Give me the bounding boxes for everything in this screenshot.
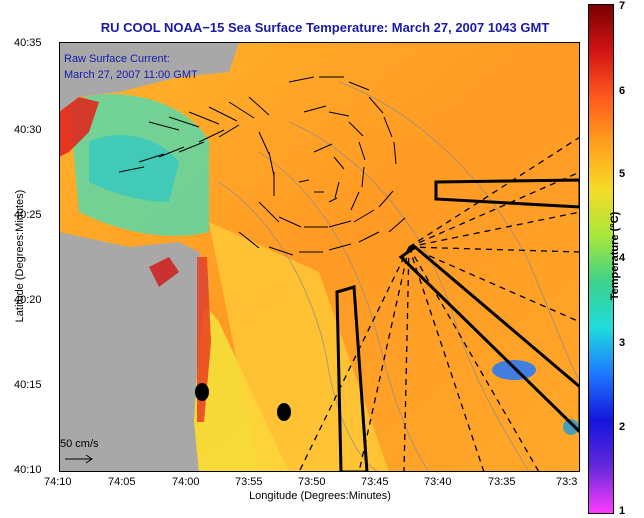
scale-arrow-icon — [65, 454, 93, 464]
x-tick: 73:45 — [361, 476, 389, 488]
y-tick: 40:30 — [14, 124, 42, 136]
colorbar-tick: 5 — [619, 168, 626, 180]
y-axis-label: Latitude (Degrees:Minutes) — [14, 189, 26, 323]
y-tick: 40:25 — [14, 209, 42, 221]
station-marker — [277, 403, 291, 421]
x-tick: 74:10 — [44, 476, 72, 488]
colorbar-tick: 6 — [619, 85, 626, 97]
x-tick: 73:50 — [298, 476, 326, 488]
radar-beam-lines — [298, 136, 580, 472]
x-tick: 73:35 — [488, 476, 516, 488]
land-west — [59, 232, 209, 472]
colorbar-label: Temperature (°C) — [609, 211, 621, 301]
colorbar-tick: 7 — [619, 0, 626, 12]
scale-label: 50 cm/s — [60, 438, 99, 450]
temperature-colorbar — [588, 4, 614, 514]
y-tick: 40:15 — [14, 379, 42, 391]
map-title: RU COOL NOAA−15 Sea Surface Temperature:… — [100, 20, 550, 35]
surface-current-vectors — [118, 76, 406, 256]
land-north — [59, 42, 239, 112]
colorbar-tick: 2 — [619, 421, 626, 433]
y-tick: 40:35 — [14, 37, 42, 49]
y-tick: 40:10 — [14, 464, 42, 476]
sst-map — [59, 42, 580, 472]
colorbar-tick: 1 — [619, 505, 626, 517]
x-tick: 74:05 — [108, 476, 136, 488]
x-axis-label: Longitude (Degrees:Minutes) — [249, 490, 391, 502]
legend-current-label: Raw Surface Current: — [64, 53, 170, 65]
station-marker — [195, 383, 209, 401]
colorbar-tick: 4 — [619, 252, 626, 264]
x-tick: 73:40 — [424, 476, 452, 488]
y-tick: 40:20 — [14, 294, 42, 306]
x-tick: 74:00 — [172, 476, 200, 488]
x-tick: 73:3 — [556, 476, 578, 488]
colorbar-tick: 3 — [619, 337, 626, 349]
legend-current-time: March 27, 2007 11:00 GMT — [64, 69, 198, 81]
radar-beam-outlines — [335, 178, 580, 472]
map-frame — [59, 42, 580, 472]
x-tick: 73:55 — [235, 476, 263, 488]
